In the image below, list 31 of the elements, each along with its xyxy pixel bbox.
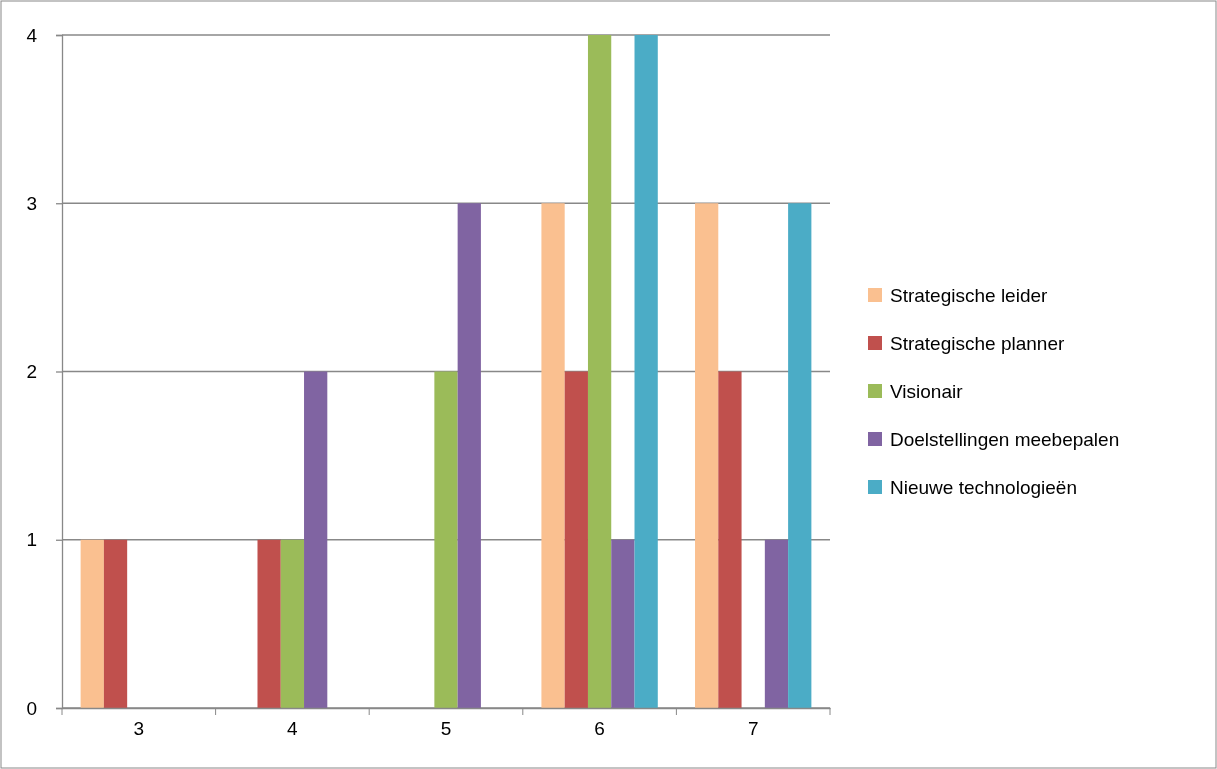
bar — [634, 35, 658, 708]
x-tick-label: 5 — [440, 718, 452, 740]
bar — [564, 371, 588, 708]
bar — [304, 371, 328, 708]
bar — [718, 371, 742, 708]
x-tick-label: 7 — [747, 718, 759, 740]
x-tick-label: 4 — [287, 718, 299, 740]
bar — [434, 371, 458, 708]
bar — [257, 539, 281, 708]
legend-label: Strategische leider — [890, 284, 1049, 306]
bar — [764, 539, 789, 708]
bar — [103, 539, 128, 708]
bar — [788, 203, 812, 708]
bar — [280, 539, 305, 708]
x-tick-label: 3 — [133, 718, 145, 740]
y-tick-label: 3 — [26, 192, 37, 214]
y-tick-label: 4 — [26, 24, 38, 46]
x-tick-label: 6 — [594, 718, 605, 740]
bar — [80, 539, 104, 708]
legend-label: Visionair — [890, 380, 964, 402]
bar — [587, 35, 612, 708]
bar — [611, 539, 635, 708]
legend-label: Strategische planner — [890, 332, 1065, 354]
bar — [695, 203, 719, 708]
y-tick-label: 0 — [26, 697, 37, 719]
legend-label: Nieuwe technologieën — [890, 476, 1077, 498]
legend-label: Doelstellingen meebepalen — [890, 428, 1120, 450]
y-tick-label: 1 — [26, 529, 37, 551]
bar — [457, 203, 481, 708]
bar — [541, 203, 565, 708]
y-tick-label: 2 — [26, 361, 37, 383]
